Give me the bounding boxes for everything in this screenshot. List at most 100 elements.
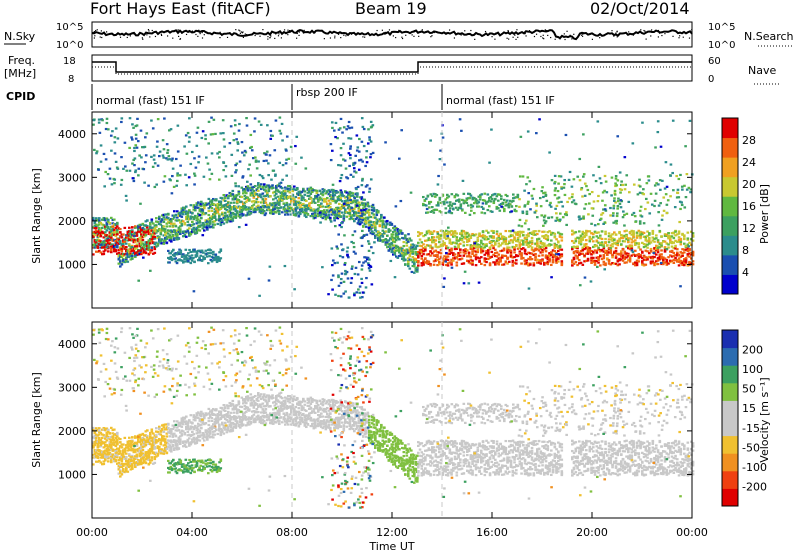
power-cell — [300, 197, 304, 200]
power-cell — [176, 238, 179, 241]
power-cell — [177, 251, 180, 254]
power-cell — [152, 241, 155, 244]
freq-tick-bottom: 8 — [68, 74, 74, 85]
power-cell — [429, 264, 432, 267]
power-cell — [125, 234, 128, 237]
power-cell — [192, 216, 196, 219]
power-cell — [543, 235, 546, 238]
power-cell — [404, 263, 407, 266]
power-cell — [216, 222, 220, 226]
search-noise-point — [219, 31, 221, 33]
search-noise-point — [146, 34, 148, 36]
power-cell — [308, 188, 311, 191]
power-cell — [135, 238, 139, 241]
power-cell — [122, 240, 125, 243]
power-cell — [95, 150, 99, 153]
power-cell — [173, 216, 176, 219]
power-cell — [331, 126, 334, 130]
power-cell — [198, 208, 202, 211]
power-cell — [546, 238, 550, 242]
power-cell — [346, 246, 350, 249]
power-cell — [485, 249, 488, 253]
power-cell — [500, 197, 503, 201]
power-cell — [450, 193, 454, 196]
power-cell — [344, 190, 347, 193]
power-cell — [464, 237, 467, 240]
power-cell — [445, 263, 448, 267]
search-noise-trace — [93, 29, 693, 41]
power-cell — [234, 171, 237, 174]
power-cell — [515, 259, 518, 262]
power-cell — [560, 236, 564, 239]
power-cell — [474, 250, 478, 253]
power-cell — [665, 242, 669, 245]
power-cell — [670, 255, 674, 258]
power-cell — [327, 206, 331, 209]
power-cell — [453, 257, 457, 260]
power-cell — [134, 255, 137, 259]
power-cell — [333, 208, 337, 211]
power-cell — [660, 249, 663, 252]
power-cell — [312, 189, 316, 192]
power-cell — [141, 238, 145, 242]
power-cell — [482, 207, 485, 211]
power-cell — [111, 244, 115, 248]
power-cell — [270, 178, 273, 181]
power-cell — [168, 221, 172, 225]
power-cell — [384, 226, 388, 229]
power-cell — [553, 232, 557, 235]
power-cell — [511, 239, 515, 242]
power-cell — [470, 206, 473, 209]
power-cell — [513, 236, 516, 239]
power-cell — [441, 263, 445, 266]
power-cell — [184, 255, 188, 259]
power-cell — [441, 240, 445, 243]
power-cell — [630, 238, 634, 241]
power-cell — [520, 253, 523, 256]
power-cell — [102, 243, 106, 246]
power-cell — [254, 207, 257, 210]
power-cell — [593, 249, 597, 252]
power-cell — [278, 116, 282, 119]
power-cell — [213, 199, 217, 202]
power-cell — [133, 164, 136, 167]
power-cell — [111, 239, 115, 242]
power-cell — [527, 241, 530, 244]
power-cell — [251, 188, 254, 191]
power-cell — [368, 269, 372, 272]
power-cell — [630, 245, 634, 248]
power-cell — [209, 204, 212, 207]
power-cell — [387, 249, 391, 252]
power-cell — [237, 198, 241, 202]
power-cell — [417, 264, 420, 267]
power-cell — [646, 256, 649, 259]
power-cell — [192, 257, 195, 260]
search-noise-point — [94, 35, 96, 37]
power-cell — [438, 260, 441, 264]
power-cell — [312, 212, 316, 215]
power-cell — [243, 197, 247, 200]
power-cell — [166, 149, 170, 152]
power-cell — [483, 253, 487, 256]
power-cell — [230, 215, 233, 219]
power-cell — [525, 263, 529, 266]
power-cell — [294, 200, 298, 203]
power-cell — [276, 195, 280, 198]
power-cell — [249, 194, 253, 197]
power-cell — [207, 202, 211, 205]
power-cell — [246, 180, 249, 183]
power-cell — [170, 250, 174, 253]
power-cell — [637, 229, 641, 232]
power-cell — [583, 243, 586, 246]
power-cell — [108, 228, 112, 231]
power-cell — [621, 240, 625, 243]
power-cell — [374, 221, 377, 224]
power-cell — [116, 237, 119, 240]
power-cell — [686, 243, 690, 246]
power-cell — [544, 220, 548, 223]
power-cell — [120, 236, 124, 239]
power-cell — [464, 200, 467, 203]
power-cell — [312, 198, 316, 201]
power-cell — [193, 174, 197, 177]
